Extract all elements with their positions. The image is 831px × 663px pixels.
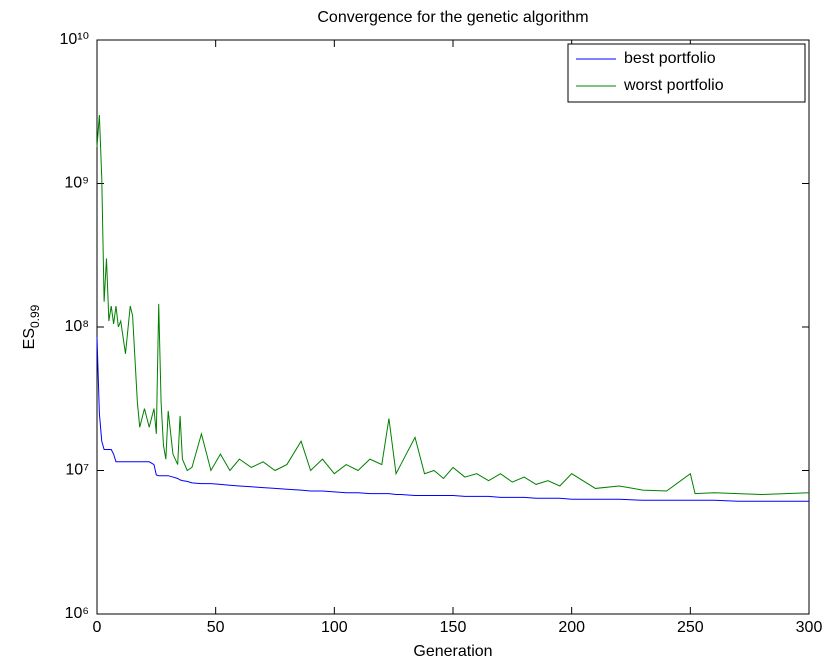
legend-box [567,43,806,103]
y-tick-label: 10⁶ [65,605,89,622]
y-axis-label-main: ES [21,328,38,349]
x-tick-label: 100 [321,619,348,636]
x-axis-label: Generation [413,643,492,660]
y-axis-label: ES0.99 [21,304,42,349]
legend-label: best portfolio [624,50,716,67]
x-tick-label: 200 [558,619,585,636]
y-tick-label: 10⁸ [64,318,89,335]
x-tick-label: 300 [796,619,823,636]
legend-label: worst portfolio [623,77,724,94]
legend: best portfolio worst portfolio [567,43,806,103]
series-line [96,337,809,502]
y-axis-label-subscript: 0.99 [28,304,42,328]
x-tick-label: 50 [207,619,225,636]
chart-title: Convergence for the genetic algorithm [317,9,588,26]
x-tick-label: 0 [93,619,102,636]
y-tick-label: 10⁹ [64,175,89,192]
x-tick-label: 250 [677,619,704,636]
y-tick-label: 10⁷ [65,462,89,479]
x-tick-label: 150 [440,619,467,636]
y-tick-label: 10¹⁰ [59,31,89,48]
series-line [96,114,810,496]
plot-area [96,39,810,615]
